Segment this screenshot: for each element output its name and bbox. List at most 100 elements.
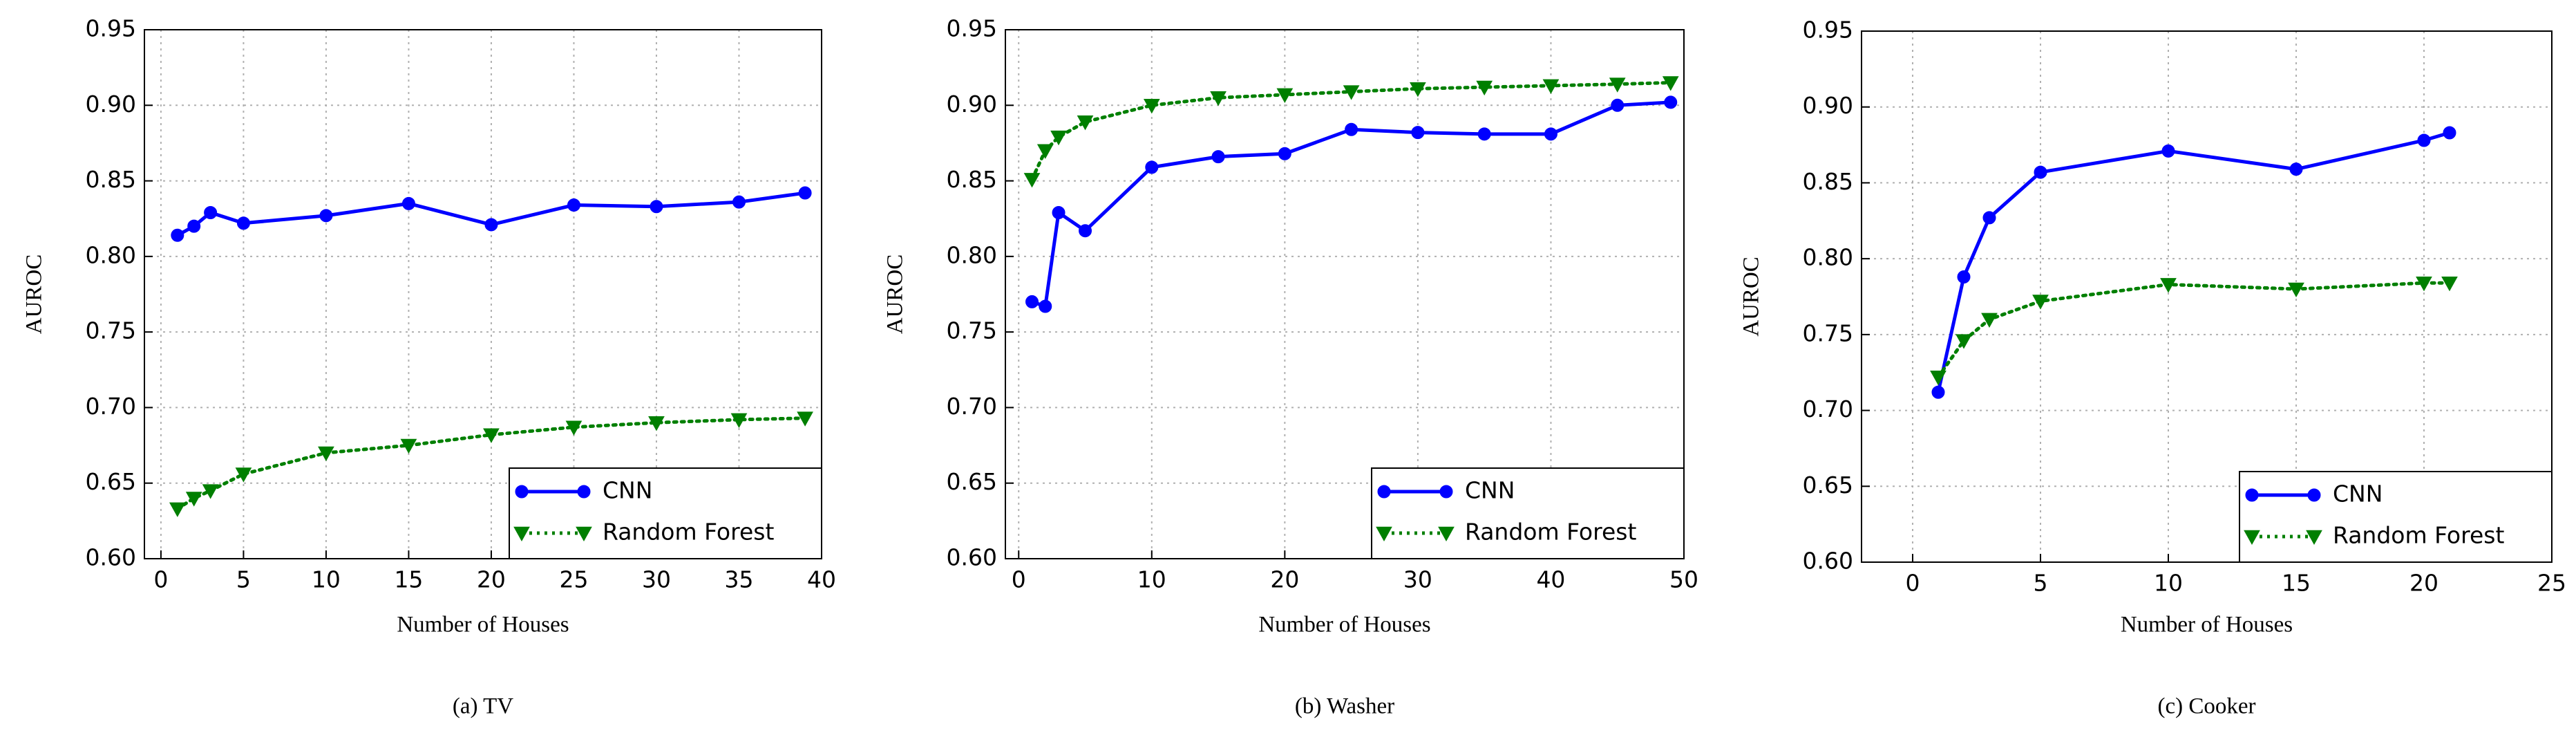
y-tick-label: 0.95: [947, 15, 997, 42]
y-tick-label: 0.75: [86, 317, 136, 344]
plot-frame: [1005, 29, 1685, 559]
y-tick-label: 0.95: [1803, 17, 1853, 44]
y-axis-label: AUROC: [1739, 257, 1764, 337]
data-point: [1276, 88, 1294, 104]
y-tick-label: 0.70: [947, 393, 997, 420]
y-tick-label: 0.75: [947, 317, 997, 344]
data-point: [1981, 313, 1998, 328]
data-point: [1025, 295, 1039, 308]
x-tick-label: 10: [312, 566, 341, 593]
subplot: 0.60 0.65 0.70 0.75 0.80 0.85 0.90 0.95 0 5 10 15 20…: [22, 15, 836, 719]
data-point: [2289, 162, 2303, 176]
y-tick-label: 0.70: [1803, 396, 1853, 422]
y-tick-label: 0.95: [86, 15, 136, 42]
data-point: [1345, 122, 1358, 136]
y-tick-label: 0.90: [86, 91, 136, 118]
data-point: [648, 416, 665, 431]
data-point: [798, 186, 812, 200]
y-tick-label: 0.80: [947, 241, 997, 268]
data-point: [1931, 385, 1945, 399]
data-point: [2288, 282, 2304, 298]
caption: (b) Washer: [1295, 694, 1394, 719]
data-point: [204, 205, 218, 219]
y-tick-label: 0.60: [86, 544, 136, 571]
plot-frame: [1861, 30, 2553, 563]
data-point: [1050, 130, 1067, 146]
series-line: [1936, 131, 2452, 394]
data-point: [401, 196, 415, 210]
data-point: [732, 195, 746, 209]
legend-marker: [513, 526, 530, 542]
x-tick-label: 0: [1906, 570, 1920, 597]
data-point: [483, 428, 500, 443]
data-point: [202, 484, 219, 499]
legend-label: CNN: [1465, 477, 1515, 504]
legend-marker: [515, 485, 529, 499]
y-tick-label: 0.70: [86, 393, 136, 420]
subplot: 0.60 0.65 0.70 0.75 0.80 0.85 0.90 0.95 0 5 10 15 20…: [1739, 17, 2566, 719]
data-point: [400, 438, 417, 454]
data-point: [1930, 370, 1947, 386]
data-point: [2034, 165, 2047, 179]
x-tick-label: 5: [2034, 570, 2048, 597]
legend-label: CNN: [603, 477, 652, 504]
data-point: [2032, 295, 2049, 310]
data-point: [565, 420, 583, 436]
x-axis-label: Number of Houses: [2121, 613, 2293, 638]
legend-label: Random Forest: [1465, 519, 1636, 546]
subplot: 0.60 0.65 0.70 0.75 0.80 0.85 0.90 0.95 0 10 20 30 4…: [883, 15, 1698, 719]
data-point: [1023, 173, 1041, 188]
y-axis-label: AUROC: [22, 254, 47, 335]
x-tick-label: 35: [724, 566, 753, 593]
x-tick-label: 15: [394, 566, 423, 593]
data-point: [650, 200, 663, 214]
data-point: [1957, 270, 1971, 283]
data-point: [1982, 211, 1996, 225]
y-tick-label: 0.65: [86, 468, 136, 495]
x-tick-label: 20: [2409, 570, 2438, 597]
data-point: [1609, 77, 1626, 93]
data-point: [1211, 150, 1225, 164]
data-point: [1542, 79, 1560, 94]
caption: (a) TV: [453, 694, 513, 719]
data-point: [2441, 276, 2458, 292]
legend-label: CNN: [2333, 481, 2383, 508]
x-tick-label: 25: [2537, 570, 2566, 597]
x-tick-label: 30: [1403, 566, 1432, 593]
x-tick-label: 20: [477, 566, 506, 593]
y-tick-label: 0.85: [86, 166, 136, 193]
y-tick-label: 0.60: [947, 544, 997, 571]
x-tick-label: 0: [153, 566, 168, 593]
x-tick-label: 10: [2154, 570, 2183, 597]
y-tick-label: 0.90: [1803, 92, 1853, 119]
x-tick-label: 30: [642, 566, 671, 593]
legend-marker: [1438, 526, 1455, 542]
legend-box: [509, 467, 822, 559]
data-point: [1077, 115, 1094, 131]
data-point: [1145, 160, 1159, 174]
data-point: [171, 228, 184, 242]
y-tick-label: 0.90: [947, 91, 997, 118]
data-point: [1664, 95, 1678, 109]
y-tick-label: 0.65: [1803, 472, 1853, 499]
data-point: [2443, 126, 2456, 140]
data-point: [1477, 127, 1491, 141]
data-point: [1955, 334, 1972, 349]
data-point: [187, 219, 201, 233]
data-point: [1143, 98, 1160, 114]
data-point: [235, 467, 252, 483]
data-point: [185, 492, 202, 507]
data-point: [1410, 82, 1426, 97]
x-tick-label: 0: [1012, 566, 1026, 593]
y-tick-label: 0.80: [86, 241, 136, 268]
caption: (c) Cooker: [2157, 694, 2255, 719]
legend-marker: [1439, 485, 1453, 499]
data-point: [484, 218, 498, 232]
data-point: [1036, 144, 1054, 159]
data-point: [1544, 127, 1557, 141]
data-point: [2161, 144, 2175, 158]
x-tick-label: 10: [1137, 566, 1166, 593]
legend-marker: [577, 485, 591, 499]
data-point: [567, 198, 580, 212]
